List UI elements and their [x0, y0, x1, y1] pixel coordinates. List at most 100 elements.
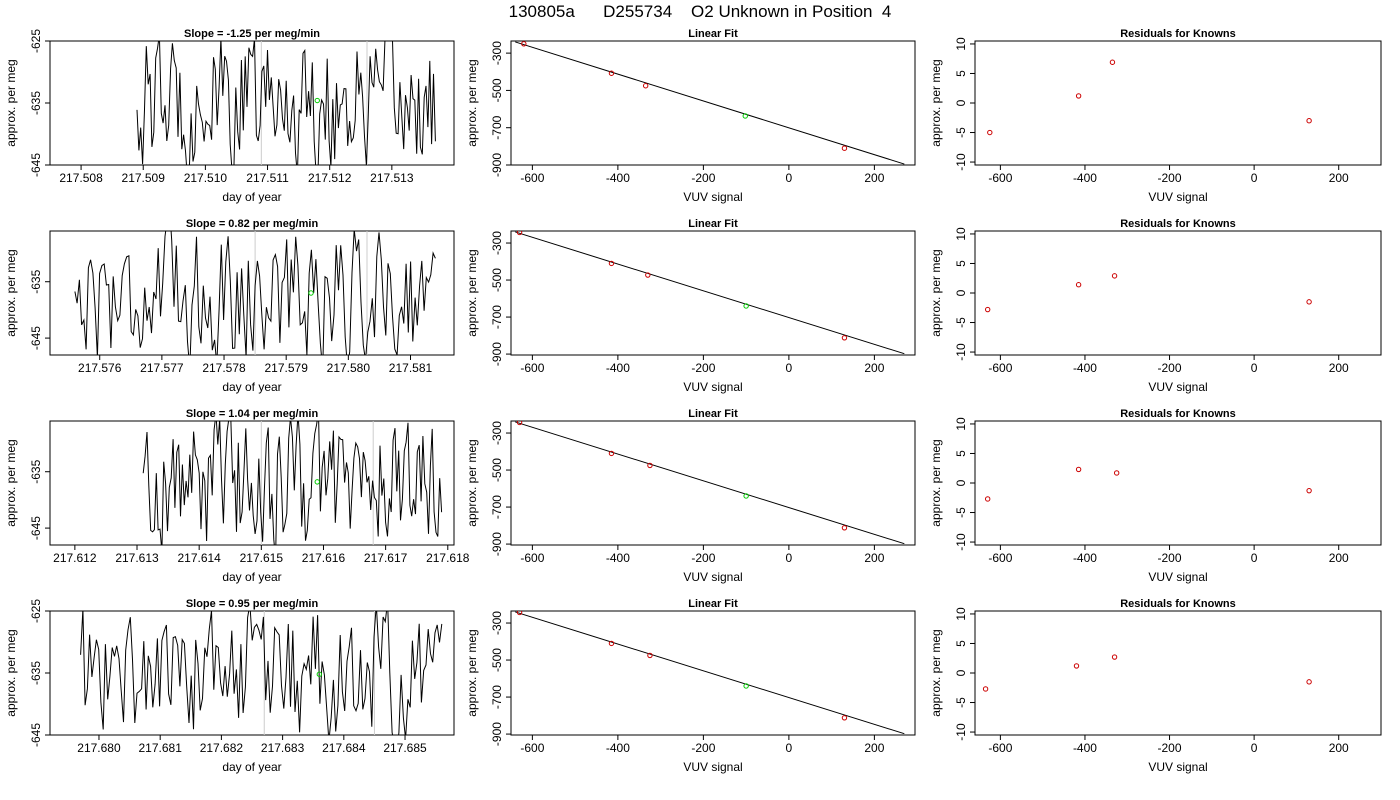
x-tick-label: 217.509: [122, 171, 166, 185]
panel-title: Slope = -1.25 per meg/min: [184, 28, 320, 40]
y-axis-label: approx. per meg: [929, 439, 943, 526]
x-tick-label: -400: [606, 171, 630, 185]
y-tick-label: 5: [954, 260, 968, 267]
y-tick-label: -635: [29, 91, 43, 115]
known-point: [608, 640, 615, 647]
x-tick-label: 217.684: [322, 741, 366, 755]
x-tick-label: 217.512: [308, 171, 352, 185]
known-point: [647, 462, 653, 469]
x-tick-label: 217.576: [78, 361, 122, 375]
y-tick-label: 0: [954, 479, 968, 486]
plot-frame: [49, 420, 455, 546]
plot-area: [987, 59, 1312, 136]
x-tick-label: 200: [1329, 741, 1349, 755]
x-axis-label: VUV signal: [683, 190, 742, 204]
y-axis-label: approx. per meg: [929, 59, 943, 146]
x-tick-label: 217.682: [200, 741, 244, 755]
y-tick-label: -10: [954, 343, 968, 361]
y-tick-label: -625: [29, 599, 43, 623]
x-tick-label: 217.613: [115, 551, 159, 565]
plot-frame: [510, 230, 916, 356]
known-point: [841, 335, 848, 341]
x-tick-label: 217.577: [140, 361, 184, 375]
y-tick-label: -500: [490, 268, 504, 292]
x-tick-label: 217.681: [138, 741, 182, 755]
x-tick-label: 200: [1329, 551, 1349, 565]
x-tick-label: -400: [1073, 551, 1097, 565]
plot-area: [984, 466, 1312, 502]
x-axis-label: VUV signal: [1148, 380, 1207, 394]
plot-area: [74, 231, 436, 355]
y-tick-label: -10: [954, 533, 968, 551]
y-tick-label: -10: [954, 723, 968, 741]
x-axis-label: day of year: [222, 760, 281, 774]
y-tick-label: -625: [29, 29, 43, 53]
y-tick-label: -635: [29, 459, 43, 483]
x-tick-label: 217.510: [184, 171, 228, 185]
y-axis-label: approx. per meg: [929, 629, 943, 716]
x-tick-label: 217.617: [364, 551, 408, 565]
x-tick-label: -200: [691, 361, 715, 375]
plot-area: [80, 611, 443, 735]
panel-timeseries-1: Slope = -1.25 per meg/min 217.508 217.509 2…: [4, 28, 455, 204]
y-axis-label: approx. per meg: [465, 249, 479, 336]
x-axis-label: day of year: [222, 380, 281, 394]
unknown-point: [743, 683, 749, 689]
y-tick-label: -700: [490, 495, 504, 519]
plot-frame: [974, 230, 1382, 356]
residual-point: [1111, 273, 1118, 279]
fit-line: [515, 421, 905, 545]
y-tick-label: -900: [490, 722, 504, 746]
y-tick-label: -900: [490, 342, 504, 366]
residual-point: [984, 496, 991, 502]
known-point: [841, 525, 848, 531]
y-tick-label: -645: [29, 723, 43, 747]
x-tick-label: -200: [691, 551, 715, 565]
y-tick-label: -5: [954, 697, 968, 708]
residual-point: [1306, 679, 1312, 685]
plot-area: [142, 421, 443, 545]
plot-frame: [974, 420, 1382, 546]
x-tick-label: 0: [786, 551, 793, 565]
y-tick-label: -10: [954, 153, 968, 171]
x-tick-label: 200: [1329, 171, 1349, 185]
known-point: [841, 145, 848, 151]
x-tick-label: 0: [1251, 171, 1258, 185]
x-tick-label: -400: [1073, 741, 1097, 755]
panel-title: Linear Fit: [688, 218, 738, 230]
y-axis-label: approx. per meg: [465, 439, 479, 526]
residual-point: [984, 306, 991, 313]
known-point: [521, 41, 527, 47]
y-tick-label: -300: [490, 421, 504, 445]
x-tick-label: -200: [1158, 171, 1182, 185]
known-point: [645, 272, 651, 278]
x-axis-label: VUV signal: [683, 380, 742, 394]
x-tick-label: -600: [520, 361, 544, 375]
known-point: [647, 652, 653, 659]
y-axis-label: approx. per meg: [4, 629, 18, 716]
y-axis-label: approx. per meg: [465, 59, 479, 146]
x-tick-label: 200: [864, 361, 884, 375]
y-tick-label: 0: [954, 669, 968, 676]
panel-timeseries-3: Slope = 1.04 per meg/min 217.612 217.613 21…: [4, 408, 470, 584]
plot-area: [515, 41, 905, 165]
panel-title: Residuals for Knowns: [1120, 218, 1236, 230]
panel-fit-2: Linear Fit -600 -400 -200 0 200 -300 -500 -700 -9…: [465, 218, 916, 394]
plot-frame: [510, 610, 916, 736]
y-tick-label: -645: [29, 516, 43, 540]
y-tick-label: -900: [490, 153, 504, 177]
residual-point: [987, 129, 993, 136]
panel-fit-3: Linear Fit -600 -400 -200 0 200 -300 -500 -700 -9…: [465, 408, 916, 584]
x-tick-label: -400: [606, 551, 630, 565]
known-point: [642, 83, 649, 89]
y-axis-label: approx. per meg: [465, 629, 479, 716]
x-tick-label: 217.680: [77, 741, 121, 755]
x-tick-label: 217.616: [302, 551, 346, 565]
y-tick-label: 0: [954, 99, 968, 106]
x-tick-label: 217.580: [327, 361, 371, 375]
x-tick-label: -600: [988, 171, 1012, 185]
x-tick-label: -200: [691, 171, 715, 185]
panel-title: Slope = 1.04 per meg/min: [186, 408, 319, 420]
x-tick-label: 0: [786, 741, 793, 755]
y-tick-label: -700: [490, 305, 504, 329]
